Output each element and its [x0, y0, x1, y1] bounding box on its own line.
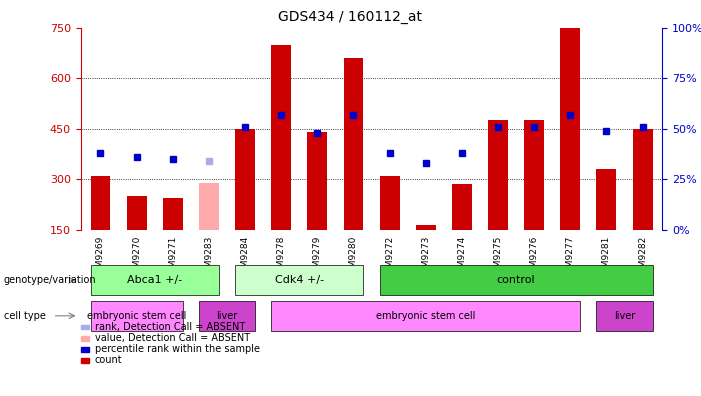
- Bar: [127, 196, 147, 230]
- Text: liver: liver: [614, 311, 635, 321]
- Bar: [307, 132, 327, 230]
- Bar: [90, 176, 111, 230]
- Text: genotype/variation: genotype/variation: [4, 275, 96, 285]
- Bar: [271, 44, 291, 230]
- Bar: [488, 120, 508, 230]
- Bar: [560, 28, 580, 230]
- Text: value, Detection Call = ABSENT: value, Detection Call = ABSENT: [95, 333, 250, 343]
- Bar: [235, 129, 255, 230]
- Bar: [632, 129, 653, 230]
- Text: percentile rank within the sample: percentile rank within the sample: [95, 344, 259, 354]
- Text: GDS434 / 160112_at: GDS434 / 160112_at: [278, 10, 423, 24]
- Bar: [199, 183, 219, 230]
- Text: liver: liver: [217, 311, 238, 321]
- Text: Cdk4 +/-: Cdk4 +/-: [275, 275, 324, 285]
- Text: embryonic stem cell: embryonic stem cell: [376, 311, 475, 321]
- Text: rank, Detection Call = ABSENT: rank, Detection Call = ABSENT: [95, 322, 245, 332]
- Text: Abca1 +/-: Abca1 +/-: [127, 275, 182, 285]
- Bar: [524, 120, 544, 230]
- Bar: [597, 169, 616, 230]
- Text: cell type: cell type: [4, 311, 46, 321]
- Bar: [163, 198, 183, 230]
- Bar: [452, 184, 472, 230]
- Bar: [380, 176, 400, 230]
- Text: control: control: [497, 275, 536, 285]
- Text: count: count: [95, 355, 122, 366]
- Bar: [343, 58, 363, 230]
- Text: embryonic stem cell: embryonic stem cell: [87, 311, 186, 321]
- Bar: [416, 225, 436, 230]
